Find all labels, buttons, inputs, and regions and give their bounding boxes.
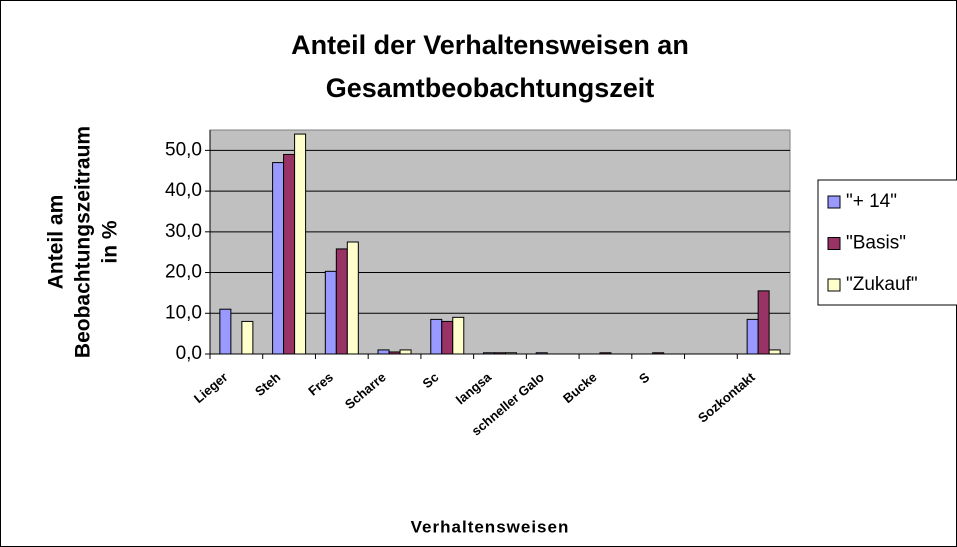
y-tick-label: 50,0 xyxy=(165,139,202,160)
y-tick-label: 30,0 xyxy=(165,221,202,242)
legend-label: "Basis" xyxy=(846,233,906,254)
bar xyxy=(430,318,443,355)
y-tick-label: 10,0 xyxy=(165,302,202,323)
bar xyxy=(272,162,285,355)
bar xyxy=(241,320,254,355)
bar xyxy=(599,352,612,355)
bar xyxy=(399,349,412,355)
chart-title: Anteil der Verhaltensweisen an xyxy=(291,30,689,60)
bar xyxy=(505,352,517,355)
bar xyxy=(452,316,465,355)
bar xyxy=(388,351,401,355)
y-axis-title-line: Beobachtungszeitraum xyxy=(72,126,95,358)
chart-title: Gesamtbeobachtungszeit xyxy=(326,73,655,103)
y-tick-label: 40,0 xyxy=(165,180,202,201)
bar xyxy=(294,133,307,355)
legend-box xyxy=(817,179,957,306)
bar xyxy=(535,352,548,355)
bar xyxy=(757,290,770,355)
y-axis-title-line: in % xyxy=(99,220,122,263)
y-tick-label: 20,0 xyxy=(165,262,202,283)
bar xyxy=(377,349,390,355)
bar xyxy=(768,349,781,355)
bar xyxy=(219,308,232,355)
legend-label: "+ 14" xyxy=(846,191,897,212)
bar xyxy=(324,270,337,355)
bar xyxy=(494,352,506,355)
bar xyxy=(283,153,296,355)
legend-label: "Zukauf" xyxy=(846,274,918,295)
legend-swatch xyxy=(827,278,841,292)
legend-swatch xyxy=(827,195,841,209)
bar xyxy=(335,248,348,355)
bar xyxy=(441,320,454,355)
bar xyxy=(746,318,759,355)
x-axis-title: Verhaltensweisen xyxy=(411,517,570,536)
y-axis-title: Anteil am Beobachtungszeitraum in % xyxy=(45,126,122,358)
bar xyxy=(652,352,665,355)
y-tick-label: 0,0 xyxy=(176,343,202,364)
legend-swatch xyxy=(827,237,841,250)
bar xyxy=(346,241,359,355)
y-axis-title-line: Anteil am xyxy=(45,195,68,290)
bar xyxy=(483,352,495,355)
